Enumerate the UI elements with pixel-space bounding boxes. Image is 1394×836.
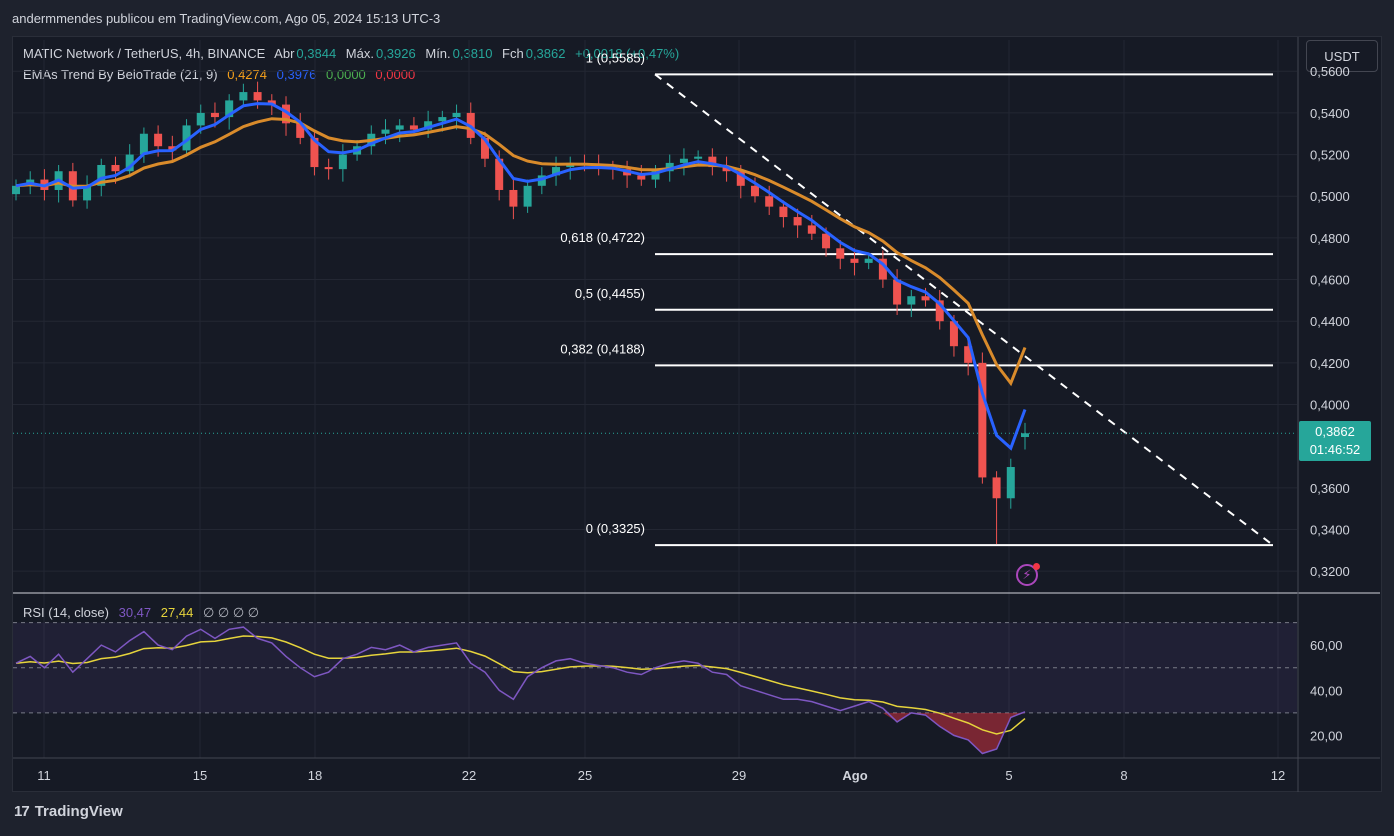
countdown-timer: 01:46:52 xyxy=(1309,442,1361,457)
main-legend: MATIC Network / TetherUS, 4h, BINANCE Ab… xyxy=(23,46,685,61)
rsi-legend: RSI (14, close) 30,47 27,44 ∅ ∅ ∅ ∅ xyxy=(23,605,265,621)
abr-label: Abr xyxy=(274,46,295,61)
max-label: Máx. xyxy=(345,46,374,61)
max-value: 0,3926 xyxy=(375,46,416,61)
tradingview-logo-icon: 17 xyxy=(14,803,30,820)
rsi-ma-value: 27,44 xyxy=(160,605,194,620)
min-value: 0,3810 xyxy=(452,46,493,61)
min-label: Mín. xyxy=(425,46,451,61)
last-price-value: 0,3862 xyxy=(1315,424,1355,439)
fch-label: Fch xyxy=(502,46,524,61)
last-price-tag: 0,3862 01:46:52 xyxy=(1299,421,1371,461)
ema21-value: 0,4274 xyxy=(227,67,267,82)
ema-red-value: 0,0000 xyxy=(375,67,416,82)
rsi-extra-values: ∅ ∅ ∅ ∅ xyxy=(202,605,260,620)
tradingview-brand-label: TradingView xyxy=(34,803,123,820)
ema-indicator-label[interactable]: EMAs Trend By BeloTrade (21, 9) xyxy=(23,67,218,82)
rsi-label[interactable]: RSI (14, close) xyxy=(23,605,109,620)
abr-value: 0,3844 xyxy=(296,46,337,61)
fch-value: 0,3862 xyxy=(525,46,566,61)
symbol-label[interactable]: MATIC Network / TetherUS, 4h, BINANCE xyxy=(23,46,266,61)
ema-legend: EMAs Trend By BeloTrade (21, 9) 0,4274 0… xyxy=(23,67,421,82)
alert-bolt-icon[interactable]: ⚡ xyxy=(1016,564,1038,586)
rsi-value: 30,47 xyxy=(118,605,152,620)
ema-green-value: 0,0000 xyxy=(326,67,366,82)
change-value: +0,0018 (+0,47%) xyxy=(575,46,680,61)
footer-brand[interactable]: 17 TradingView xyxy=(14,803,123,820)
ema9-value: 0,3976 xyxy=(276,67,317,82)
alert-dot xyxy=(1033,563,1040,570)
currency-button[interactable]: USDT xyxy=(1306,40,1378,72)
publisher-header: andermmendes publicou em TradingView.com… xyxy=(12,11,441,26)
chart-frame xyxy=(12,36,1382,792)
